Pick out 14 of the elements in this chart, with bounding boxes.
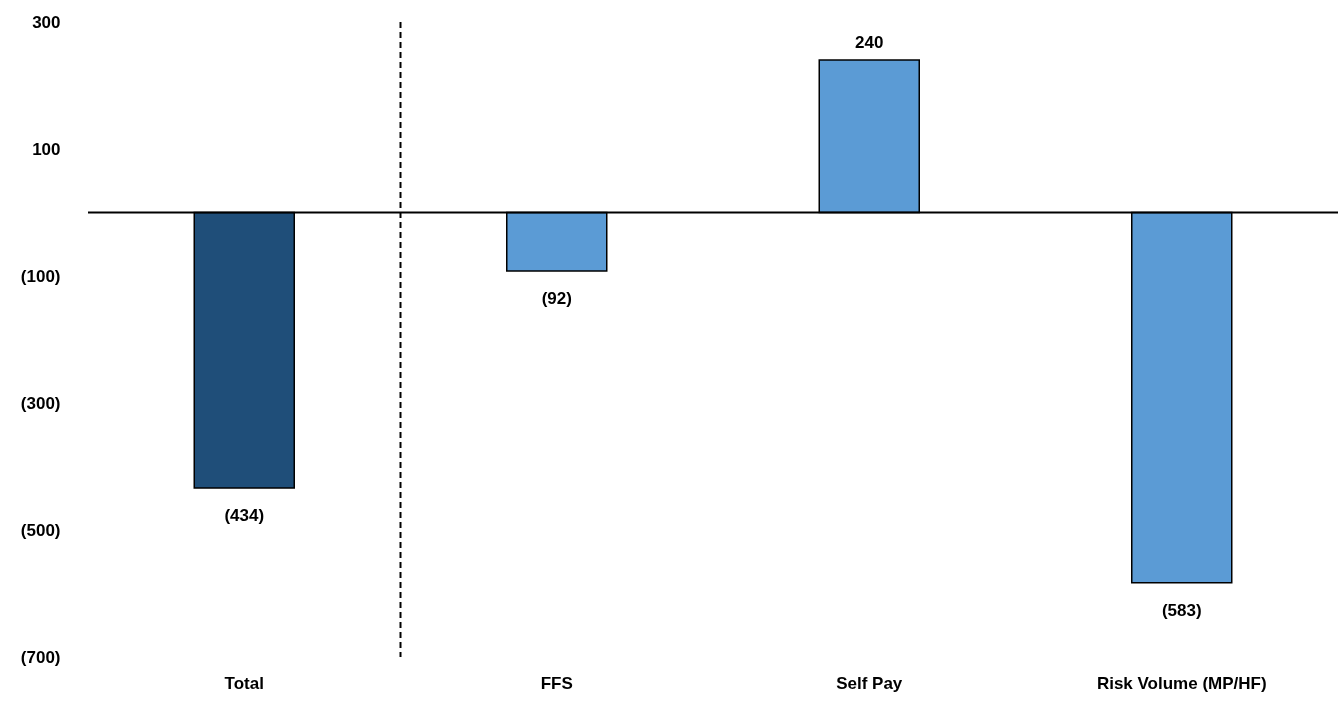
y-tick-label: (100) [20, 266, 61, 286]
data-label: (583) [1161, 600, 1202, 620]
x-tick-label: FFS [540, 673, 573, 693]
y-tick-label: (300) [20, 393, 61, 413]
y-tick-label: (500) [20, 520, 61, 540]
x-tick-label: Total [224, 673, 264, 693]
data-label: (92) [541, 288, 572, 308]
x-tick-label: Risk Volume (MP/HF) [1096, 673, 1267, 693]
y-tick-label: (700) [20, 647, 61, 667]
data-label: (434) [224, 506, 265, 526]
y-tick-label: 100 [32, 139, 61, 159]
y-tick-label: 300 [32, 12, 61, 32]
data-label: 240 [855, 33, 884, 53]
x-tick-label: Self Pay [836, 673, 903, 693]
